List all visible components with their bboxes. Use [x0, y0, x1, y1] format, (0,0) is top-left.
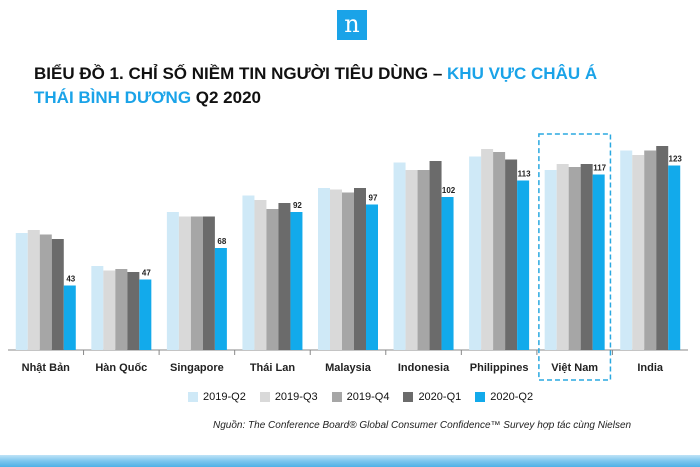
bar-2019-Q3-Việt Nam: [556, 164, 569, 350]
bar-2019-Q3-Thái Lan: [254, 200, 267, 350]
bar-2020-Q1-Philippines: [505, 159, 518, 350]
category-label: Indonesia: [398, 362, 450, 374]
bar-2019-Q4-Indonesia: [417, 170, 430, 350]
bar-2019-Q4-Singapore: [190, 216, 203, 350]
data-label: 47: [142, 269, 151, 278]
category-label: Thái Lan: [250, 362, 296, 374]
category-label: Việt Nam: [551, 362, 598, 374]
legend-swatch: [259, 392, 270, 402]
bar-2019-Q3-Indonesia: [405, 170, 418, 350]
data-label: 43: [66, 275, 75, 284]
chart-title: BIỂU ĐỒ 1. CHỈ SỐ NIỀM TIN NGƯỜI TIÊU DÙ…: [34, 62, 674, 110]
title-line1-black: BIỂU ĐỒ 1. CHỈ SỐ NIỀM TIN NGƯỜI TIÊU DÙ…: [34, 64, 448, 83]
bar-2019-Q2-Hàn Quốc: [91, 266, 104, 350]
data-label: 92: [293, 201, 302, 210]
bar-2020-Q1-Hàn Quốc: [127, 272, 140, 350]
bar-2020-Q2-Singapore: [214, 248, 227, 350]
bar-2020-Q1-Indonesia: [429, 161, 442, 350]
bar-2019-Q4-Malaysia: [342, 192, 354, 350]
source-note: Nguồn: The Conference Board® Global Cons…: [213, 420, 632, 431]
bar-2019-Q3-Hàn Quốc: [103, 270, 116, 350]
legend-item: 2019-Q3: [259, 390, 318, 404]
legend-item: 2020-Q2: [475, 390, 533, 404]
category-label: Malaysia: [325, 362, 372, 374]
legend-swatch: [475, 392, 486, 402]
category-label: Philippines: [470, 362, 529, 374]
bar-2019-Q3-India: [632, 155, 645, 350]
data-label: 97: [369, 194, 378, 203]
bar-2019-Q2-Malaysia: [318, 188, 330, 350]
bar-2020-Q1-Việt Nam: [580, 164, 593, 350]
title-line1-blue: KHU VỰC CHÂU Á: [447, 64, 598, 83]
highlight-box: [538, 133, 612, 381]
bar-2020-Q2-Hàn Quốc: [139, 279, 152, 350]
data-label: 68: [217, 237, 226, 246]
data-label: 113: [518, 170, 531, 179]
bar-2020-Q2-Philippines: [517, 180, 530, 350]
bar-2020-Q2-Nhật Bản: [63, 285, 76, 350]
bar-2019-Q3-Singapore: [178, 216, 191, 350]
bar-2020-Q1-Malaysia: [354, 188, 366, 350]
title-line2-blue: THÁI BÌNH DƯƠNG: [34, 88, 192, 107]
data-label: 102: [442, 186, 456, 195]
bar-2019-Q2-Indonesia: [393, 162, 406, 350]
bar-2020-Q1-India: [656, 146, 669, 350]
bar-2019-Q4-Thái Lan: [266, 209, 279, 350]
bar-2019-Q2-Nhật Bản: [15, 233, 28, 350]
legend-item: 2019-Q4: [331, 390, 390, 404]
nielsen-logo: n: [337, 10, 367, 40]
bar-2019-Q2-Thái Lan: [242, 195, 255, 350]
legend-label: 2019-Q3: [274, 391, 318, 403]
bar-2020-Q2-Việt Nam: [592, 174, 605, 350]
bar-2020-Q1-Thái Lan: [278, 203, 291, 350]
bar-2020-Q2-India: [668, 165, 681, 350]
category-label: Hàn Quốc: [95, 362, 147, 374]
legend-label: 2019-Q4: [346, 391, 390, 403]
legend-item: 2019-Q2: [188, 390, 246, 404]
legend-label: 2020-Q2: [490, 391, 534, 403]
bar-2020-Q2-Malaysia: [366, 204, 378, 350]
bar-2019-Q3-Malaysia: [330, 189, 342, 350]
legend-label: 2020-Q1: [418, 391, 462, 403]
bar-2019-Q2-India: [620, 150, 633, 350]
bar-2019-Q4-Nhật Bản: [39, 234, 52, 350]
legend-label: 2019-Q2: [203, 391, 246, 403]
bar-2019-Q2-Philippines: [469, 156, 482, 350]
bar-2019-Q4-Philippines: [493, 152, 506, 350]
legend-swatch: [188, 392, 198, 402]
bar-2019-Q4-Hàn Quốc: [115, 269, 128, 350]
bar-2020-Q1-Nhật Bản: [51, 239, 64, 350]
bar-2019-Q4-India: [644, 150, 657, 350]
bar-2019-Q2-Việt Nam: [544, 170, 557, 350]
decorative-wave: [0, 455, 700, 467]
category-label: Singapore: [170, 362, 224, 374]
category-label: India: [637, 362, 664, 374]
legend: 2019-Q2 2019-Q3 2019-Q4 2020-Q1 2020-Q2: [188, 390, 533, 404]
data-label: 123: [669, 155, 683, 164]
legend-swatch: [403, 392, 414, 402]
bar-2019-Q3-Philippines: [481, 149, 494, 350]
bar-2019-Q4-Việt Nam: [568, 167, 581, 350]
bar-2020-Q1-Singapore: [202, 216, 215, 350]
bar-2020-Q2-Indonesia: [441, 197, 454, 350]
bar-2020-Q2-Thái Lan: [290, 212, 303, 350]
title-line2-black: Q2 2020: [191, 88, 261, 107]
category-label: Nhật Bản: [22, 362, 71, 374]
legend-item: 2020-Q1: [403, 390, 461, 404]
legend-swatch: [331, 392, 342, 402]
data-label: 117: [593, 164, 606, 173]
bar-2019-Q2-Singapore: [166, 212, 179, 350]
logo-letter: n: [344, 10, 360, 38]
bar-2019-Q3-Nhật Bản: [27, 230, 40, 350]
